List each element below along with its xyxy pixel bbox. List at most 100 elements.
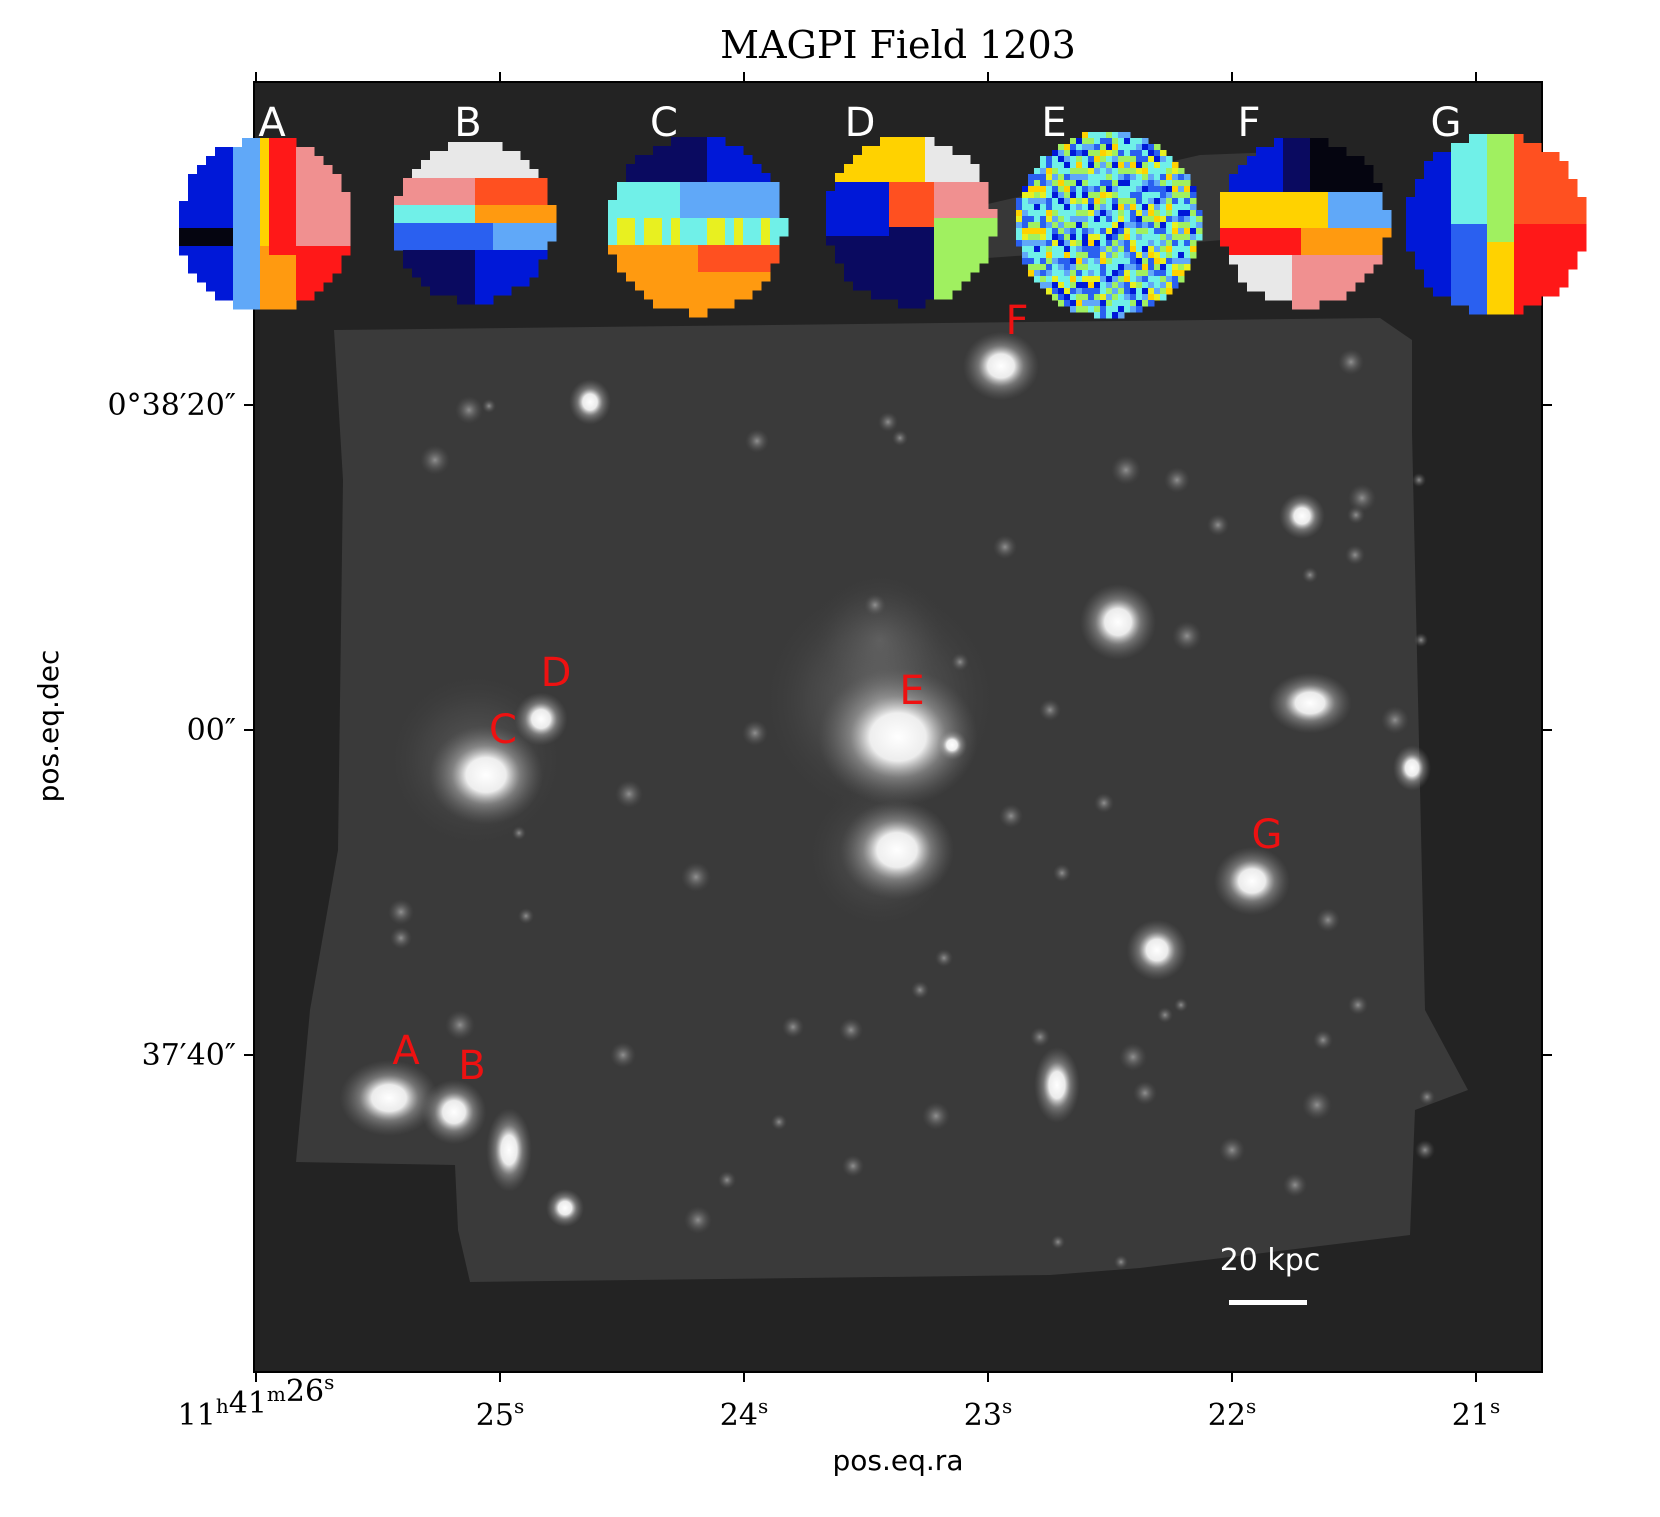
map-pixel <box>1040 222 1047 229</box>
map-pixel <box>1142 300 1149 307</box>
map-pixel <box>1496 143 1506 153</box>
map-pixel <box>1070 162 1077 169</box>
map-pixel <box>1016 222 1023 229</box>
map-pixel <box>1136 288 1143 295</box>
map-pixel <box>1130 264 1137 271</box>
map-pixel <box>1514 278 1524 288</box>
map-pixel <box>689 173 699 183</box>
map-pixel <box>323 273 333 283</box>
map-pixel <box>448 241 458 251</box>
map-pixel <box>1319 228 1329 238</box>
map-pixel <box>653 155 663 165</box>
map-pixel <box>1016 234 1023 241</box>
map-pixel <box>1028 246 1035 253</box>
faint-source <box>1114 1255 1128 1269</box>
map-pixel <box>644 209 654 219</box>
galaxy-label: D <box>541 650 572 696</box>
map-pixel <box>1460 269 1470 279</box>
map-pixel <box>952 218 962 228</box>
map-pixel <box>1094 174 1101 181</box>
map-pixel <box>305 228 315 238</box>
map-pixel <box>1337 237 1347 247</box>
sources-layer <box>339 331 1435 1269</box>
map-pixel <box>743 164 753 174</box>
galaxy-label: E <box>899 668 924 714</box>
map-pixel <box>1301 246 1311 256</box>
map-pixel <box>197 246 207 256</box>
map-pixel <box>961 218 971 228</box>
map-pixel <box>916 146 926 156</box>
map-pixel <box>725 173 735 183</box>
map-pixel <box>880 182 890 192</box>
faint-source <box>390 927 412 949</box>
map-pixel <box>1130 144 1137 151</box>
map-pixel <box>1415 242 1425 252</box>
scale-bar-label: 20 kpc <box>1220 1243 1321 1278</box>
map-pixel <box>1124 168 1131 175</box>
map-pixel <box>1256 156 1266 166</box>
map-pixel <box>1100 312 1107 319</box>
faint-source <box>388 899 414 925</box>
map-pixel <box>680 173 690 183</box>
map-pixel <box>862 173 872 183</box>
map-pixel <box>907 299 917 309</box>
map-pixel <box>970 227 980 237</box>
map-pixel <box>1196 234 1203 241</box>
map-pixel <box>1469 251 1479 261</box>
map-pixel <box>743 263 753 273</box>
map-pixel <box>1541 251 1551 261</box>
map-pixel <box>251 273 261 283</box>
map-pixel <box>1082 282 1089 289</box>
map-pixel <box>1451 260 1461 270</box>
map-pixel <box>698 227 708 237</box>
map-pixel <box>1142 246 1149 253</box>
map-pixel <box>1166 168 1173 175</box>
map-pixel <box>916 245 926 255</box>
map-pixel <box>448 214 458 224</box>
map-pixel <box>1094 162 1101 169</box>
map-pixel <box>215 273 225 283</box>
map-pixel <box>1460 170 1470 180</box>
map-pixel <box>1136 258 1143 265</box>
map-pixel <box>1433 260 1443 270</box>
map-pixel <box>1283 291 1293 301</box>
map-pixel <box>1160 222 1167 229</box>
map-pixel <box>305 246 315 256</box>
map-pixel <box>1469 197 1479 207</box>
map-pixel <box>1364 174 1374 184</box>
map-pixel <box>889 137 899 147</box>
map-pixel <box>943 146 953 156</box>
map-pixel <box>943 227 953 237</box>
map-pixel <box>1274 138 1284 148</box>
map-pixel <box>1283 237 1293 247</box>
map-pixel <box>961 227 971 237</box>
map-pixel <box>1283 210 1293 220</box>
map-pixel <box>1319 219 1329 229</box>
map-pixel <box>925 191 935 201</box>
map-pixel <box>1118 306 1125 313</box>
map-pixel <box>680 281 690 291</box>
map-pixel <box>1076 198 1083 205</box>
chart-title: MAGPI Field 1203 <box>720 23 1076 67</box>
map-pixel <box>242 183 252 193</box>
faint-source <box>782 1016 804 1038</box>
map-pixel <box>907 281 917 291</box>
map-pixel <box>502 151 512 161</box>
map-pixel <box>1130 150 1137 157</box>
map-pixel <box>671 164 681 174</box>
map-pixel <box>1082 144 1089 151</box>
map-pixel <box>644 191 654 201</box>
map-pixel <box>1154 174 1161 181</box>
map-pixel <box>635 245 645 255</box>
map-pixel <box>1028 258 1035 265</box>
map-pixel <box>1070 192 1077 199</box>
map-pixel <box>1355 183 1365 193</box>
map-pixel <box>1106 216 1113 223</box>
map-pixel <box>421 205 431 215</box>
map-pixel <box>725 272 735 282</box>
map-pixel <box>934 272 944 282</box>
map-pixel <box>529 196 539 206</box>
map-pixel <box>1088 162 1095 169</box>
map-pixel <box>1328 165 1338 175</box>
map-pixel <box>1382 228 1392 238</box>
